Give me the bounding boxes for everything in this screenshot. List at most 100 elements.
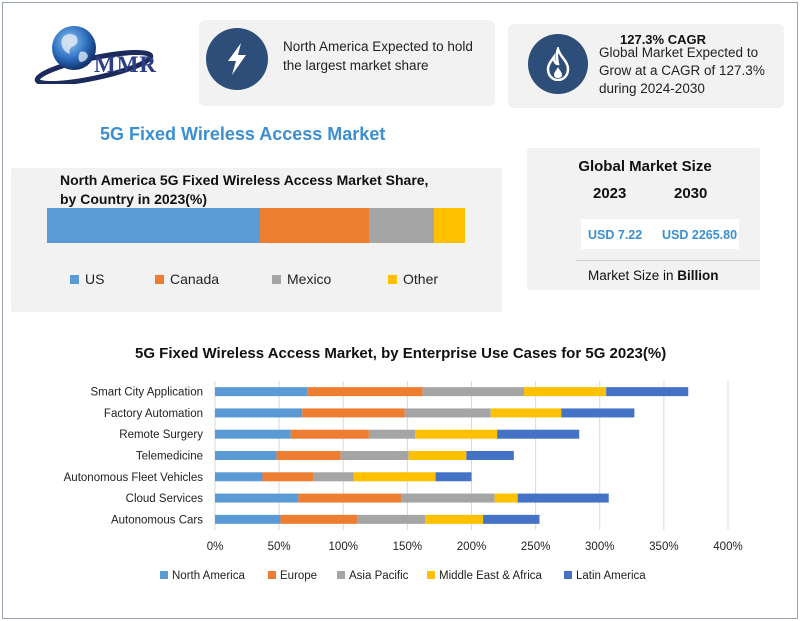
share-segment-mexico <box>368 208 434 243</box>
category-label: Autonomous Cars <box>111 514 203 526</box>
legend-label: US <box>85 271 105 287</box>
legend-label: Mexico <box>287 271 332 287</box>
x-tick-label: 300% <box>585 541 614 553</box>
chart-title: 5G Fixed Wireless Access Market, by Ente… <box>135 345 667 362</box>
share-legend-mexico: Mexico <box>272 271 331 287</box>
cagr-title: 127.3% CAGR <box>620 32 706 47</box>
legend-swatch <box>272 274 281 284</box>
legend-swatch <box>160 571 168 579</box>
bar-latin-america <box>466 451 514 460</box>
lightning-icon <box>206 28 268 90</box>
x-tick-label: 150% <box>393 541 422 553</box>
category-label: Telemedicine <box>136 451 203 463</box>
value-2023: USD 7.22 <box>588 228 643 242</box>
north-america-line2: the largest market share <box>283 58 429 73</box>
share-title-line2: by Country in 2023(%) <box>60 191 208 207</box>
legend-swatch <box>70 274 79 284</box>
cagr-line3: during 2024-2030 <box>599 81 705 96</box>
globe-icon <box>34 26 154 84</box>
value-2030: USD 2265.80 <box>662 228 738 242</box>
legend-swatch <box>427 571 435 579</box>
global-market-title: Global Market Size <box>578 158 712 175</box>
bar-europe <box>307 387 423 397</box>
bar-north-america <box>215 408 303 418</box>
bar-north-america <box>215 451 277 460</box>
bar-europe <box>262 472 314 482</box>
bar-asia-pacific <box>340 451 409 460</box>
legend-label: North America <box>172 570 245 582</box>
category-label: Cloud Services <box>126 493 204 505</box>
legend-label: Latin America <box>576 570 646 582</box>
x-tick-label: 100% <box>329 541 358 553</box>
share-legend-canada: Canada <box>155 271 219 287</box>
bar-middle-east-africa <box>408 451 467 460</box>
bar-middle-east-africa <box>353 472 436 482</box>
divider <box>576 260 760 261</box>
bar-middle-east-africa <box>494 493 518 503</box>
legend-label: Europe <box>280 570 317 582</box>
bar-north-america <box>215 429 291 439</box>
legend-label: Canada <box>170 271 220 287</box>
bar-north-america <box>215 387 308 397</box>
main-title: 5G Fixed Wireless Access Market <box>100 124 386 144</box>
bar-asia-pacific <box>400 493 495 503</box>
bar-latin-america <box>435 472 472 482</box>
year-2030-label: 2030 <box>674 185 708 202</box>
category-label: Factory Automation <box>104 408 203 420</box>
x-tick-label: 0% <box>207 541 224 553</box>
x-tick-label: 200% <box>457 541 486 553</box>
bar-latin-america <box>561 408 635 418</box>
x-tick-label: 350% <box>649 541 678 553</box>
bar-latin-america <box>497 429 580 439</box>
bar-asia-pacific <box>422 387 525 397</box>
share-legend-other: Other <box>388 271 438 287</box>
market-size-unit: Billion <box>677 268 719 283</box>
bar-north-america <box>215 493 299 503</box>
north-america-text: North America Expected to hold the large… <box>283 37 473 75</box>
bar-middle-east-africa <box>524 387 607 397</box>
market-values-box <box>581 219 739 249</box>
legend-label: Other <box>403 271 439 287</box>
bar-europe <box>298 493 401 503</box>
x-tick-label: 400% <box>713 541 742 553</box>
share-legend-us: US <box>70 271 104 287</box>
category-label: Remote Surgery <box>119 429 203 441</box>
legend-swatch <box>155 274 164 284</box>
x-tick-label: 50% <box>268 541 291 553</box>
cagr-line1: Global Market Expected to <box>599 45 759 60</box>
bar-middle-east-africa <box>425 514 484 524</box>
category-label: Smart City Application <box>91 387 204 399</box>
legend-swatch <box>268 571 276 579</box>
market-size-note-prefix: Market Size in <box>588 268 678 283</box>
bar-middle-east-africa <box>490 408 562 418</box>
market-size-note: Market Size in Billion <box>588 268 719 283</box>
bar-middle-east-africa <box>415 429 498 439</box>
legend-label: Middle East & Africa <box>439 570 543 582</box>
bar-asia-pacific <box>357 514 426 524</box>
flame-icon <box>528 34 588 94</box>
cagr-text: Global Market Expected to Grow at a CAGR… <box>599 44 765 98</box>
bar-asia-pacific <box>404 408 491 418</box>
legend-swatch <box>337 571 345 579</box>
bar-europe <box>302 408 405 418</box>
cagr-line2: Grow at a CAGR of 127.3% <box>599 63 765 78</box>
x-tick-label: 250% <box>521 541 550 553</box>
bar-europe <box>276 451 341 460</box>
bar-north-america <box>215 514 281 524</box>
bar-latin-america <box>517 493 609 503</box>
share-segment-us <box>47 208 261 243</box>
bar-asia-pacific <box>313 472 354 482</box>
share-stacked-bar <box>47 208 465 243</box>
bar-asia-pacific <box>368 429 416 439</box>
legend-label: Asia Pacific <box>349 570 409 582</box>
share-chart-title: North America 5G Fixed Wireless Access M… <box>60 171 490 209</box>
legend-swatch <box>564 571 572 579</box>
north-america-line1: North America Expected to hold <box>283 39 473 54</box>
category-label: Autonomous Fleet Vehicles <box>64 472 204 484</box>
share-segment-canada <box>260 208 369 243</box>
bar-europe <box>280 514 358 524</box>
year-2023-label: 2023 <box>593 185 627 202</box>
legend-swatch <box>388 274 397 284</box>
bar-latin-america <box>606 387 689 397</box>
